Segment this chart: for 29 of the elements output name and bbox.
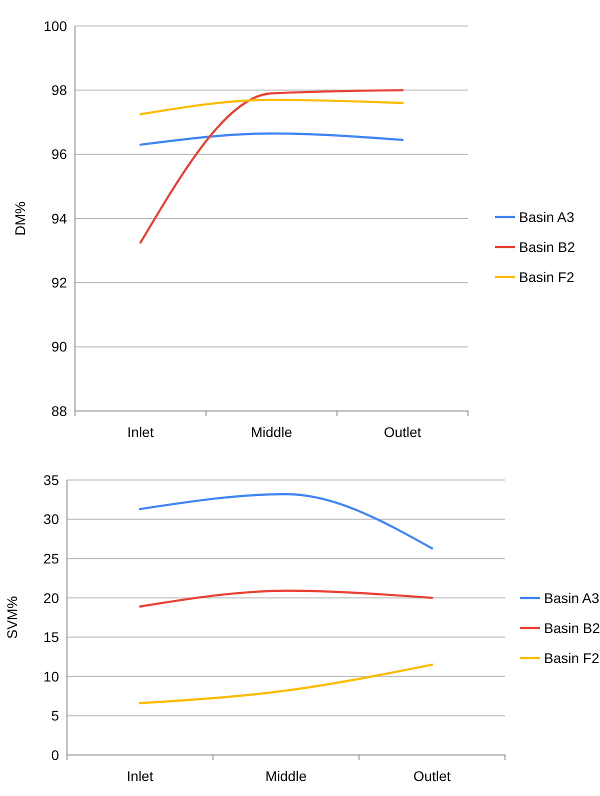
x-tick-label: Middle: [265, 768, 307, 784]
x-tick-label: Outlet: [413, 768, 451, 784]
y-tick-label: 15: [43, 629, 60, 646]
y-tick-label: 100: [44, 18, 68, 34]
y-tick-label: 10: [43, 668, 60, 684]
y-tick-label: 88: [51, 402, 68, 419]
legend-label: Basin A3: [544, 590, 600, 606]
y-tick-label: 0: [51, 746, 60, 763]
y-tick-label: 96: [51, 146, 68, 162]
legend-label: Basin F2: [544, 650, 600, 666]
y-axis-title: DM%: [12, 201, 28, 236]
legend-label: Basin A3: [519, 208, 574, 225]
y-tick-label: 98: [51, 82, 68, 98]
y-tick-label: 35: [43, 472, 60, 488]
x-tick-label: Inlet: [127, 424, 154, 440]
legend-label: Basin F2: [519, 268, 574, 285]
y-tick-label: 20: [43, 590, 60, 606]
x-tick-label: Outlet: [384, 424, 422, 440]
x-tick-label: Inlet: [126, 768, 154, 784]
legend-label: Basin B2: [519, 238, 576, 255]
y-axis-title: SVM%: [4, 596, 20, 639]
y-tick-label: 94: [51, 210, 68, 226]
x-tick-label: Middle: [250, 424, 292, 440]
y-tick-label: 92: [51, 274, 68, 291]
y-tick-label: 25: [43, 550, 60, 566]
y-tick-label: 30: [43, 511, 60, 528]
y-tick-label: 5: [51, 708, 60, 724]
y-tick-label: 90: [51, 338, 68, 355]
legend-label: Basin B2: [544, 620, 600, 636]
